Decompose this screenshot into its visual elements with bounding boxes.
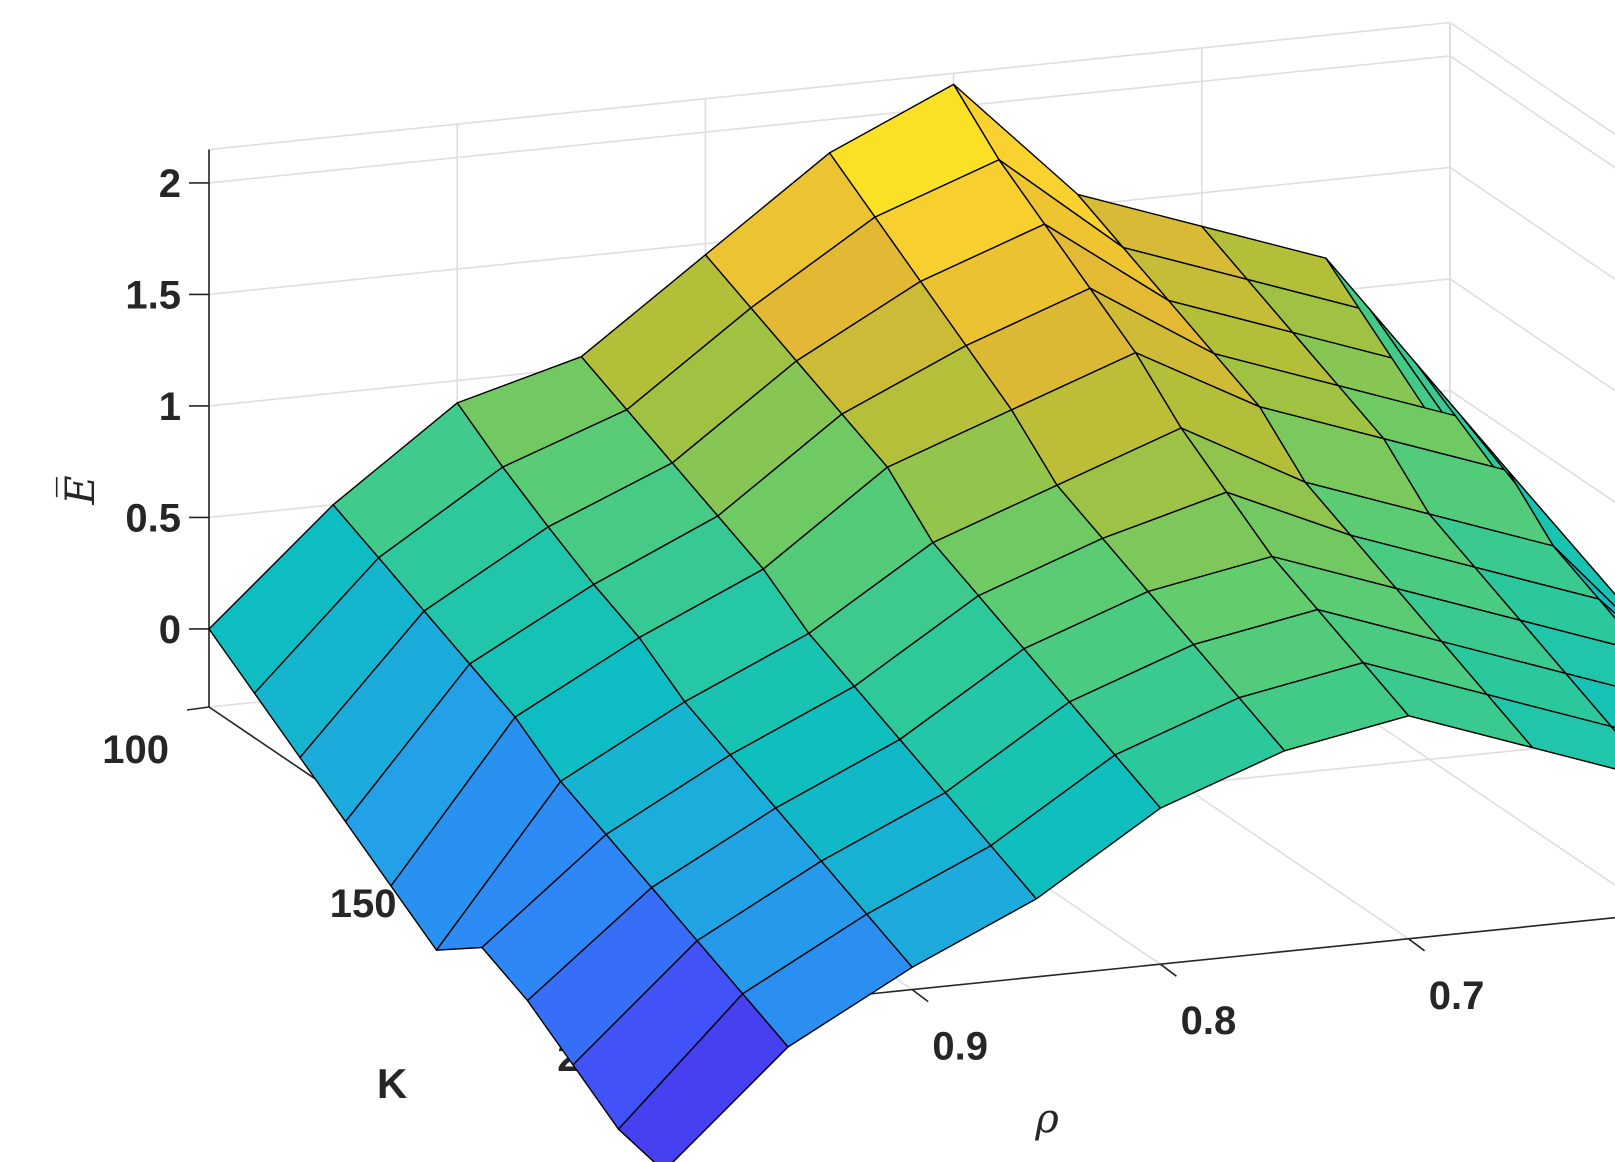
label-layer: K ρ E̅ [57, 475, 1060, 1142]
z-tick-label: 0 [159, 608, 181, 652]
rho-tick-label: 0.9 [932, 1025, 988, 1069]
k-axis-label: K [377, 1060, 407, 1107]
z-tick-label: 1.5 [125, 273, 181, 317]
rho-tick-label: 0.8 [1181, 999, 1237, 1043]
surface-patch [617, 993, 789, 1162]
surface-patch [1610, 725, 1615, 732]
z-tick-label: 0.5 [125, 496, 181, 540]
z-tick-label: 1 [159, 385, 181, 429]
k-tick-label: 100 [102, 728, 169, 772]
k-tick-label: 150 [330, 882, 397, 926]
rho-tick-mark [1159, 963, 1177, 977]
box-top-back-edge [208, 21, 1451, 151]
z-gridline-side-wall [1449, 55, 1615, 169]
rho-tick-mark [911, 988, 929, 1003]
rho-tick-label: 0.7 [1429, 974, 1485, 1018]
surface-patch [1519, 619, 1615, 687]
e-axis-label: E̅ [57, 475, 104, 505]
rho-tick-mark [1408, 938, 1426, 952]
surface-patch [1474, 566, 1615, 646]
surface-patch [1598, 598, 1615, 619]
z-tick-label: 2 [159, 162, 181, 206]
surface-patch [1507, 469, 1615, 608]
rho-axis-label: ρ [1034, 1096, 1059, 1142]
box-top-side-edge [1449, 21, 1615, 136]
surface-patch [1565, 672, 1615, 729]
surface-patch [1552, 545, 1615, 615]
z-gridline-back-wall [208, 55, 1451, 184]
surface-patch [1486, 693, 1615, 770]
z-gridline-side-wall [1449, 166, 1615, 281]
surface-layer [208, 83, 1615, 1162]
k-tick-mark [186, 706, 210, 711]
z-gridline-side-wall [1449, 389, 1615, 504]
z-gridline-side-wall [1449, 278, 1615, 392]
